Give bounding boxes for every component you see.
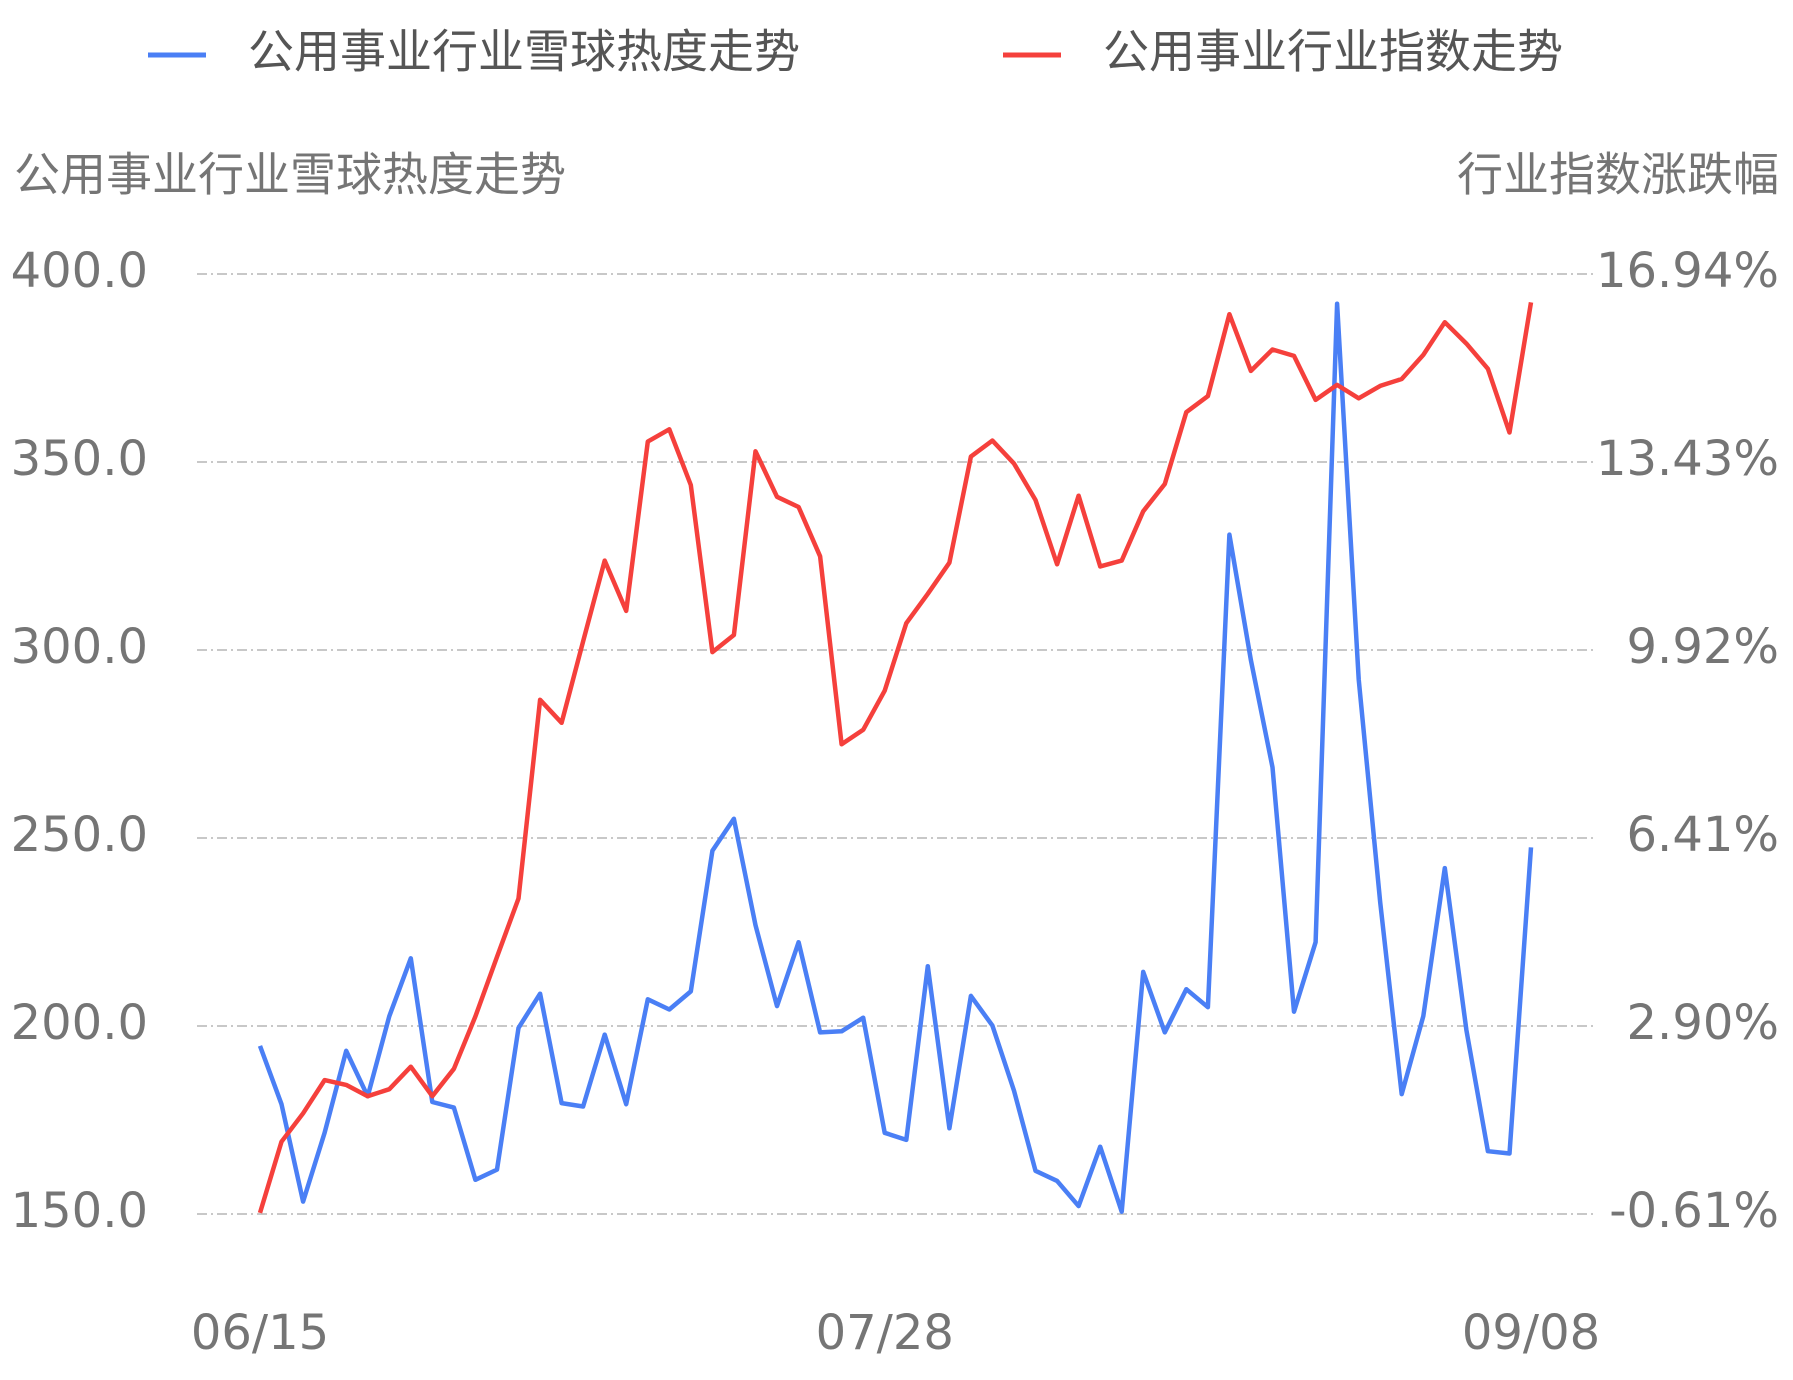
x-tick-label: 06/15 (191, 1305, 329, 1361)
y2-tick-label: 2.90% (1627, 995, 1779, 1051)
y-tick-label: 150.0 (11, 1183, 148, 1239)
y-tick-label: 400.0 (11, 243, 148, 299)
legend-label: 公用事业行业指数走势 (1103, 25, 1563, 79)
y2-tick-label: 13.43% (1596, 431, 1779, 487)
y-tick-label: 300.0 (11, 619, 148, 675)
x-tick-label: 09/08 (1462, 1305, 1600, 1361)
series-line (257, 301, 1534, 1214)
y-tick-label: 250.0 (11, 807, 148, 863)
y-tick-label: 350.0 (11, 431, 148, 487)
x-tick-label: 07/28 (816, 1305, 954, 1361)
legend-label: 公用事业行业雪球热度走势 (248, 25, 800, 79)
y-tick-label: 200.0 (11, 995, 148, 1051)
y2-tick-label: 16.94% (1596, 243, 1779, 299)
series-line (257, 302, 1534, 1214)
y2-axis-title: 行业指数涨跌幅 (1457, 148, 1779, 202)
y2-tick-label: 9.92% (1627, 619, 1779, 675)
y2-tick-label: -0.61% (1609, 1183, 1779, 1239)
y2-tick-label: 6.41% (1627, 807, 1779, 863)
y-axis-title: 公用事业行业雪球热度走势 (14, 148, 566, 202)
